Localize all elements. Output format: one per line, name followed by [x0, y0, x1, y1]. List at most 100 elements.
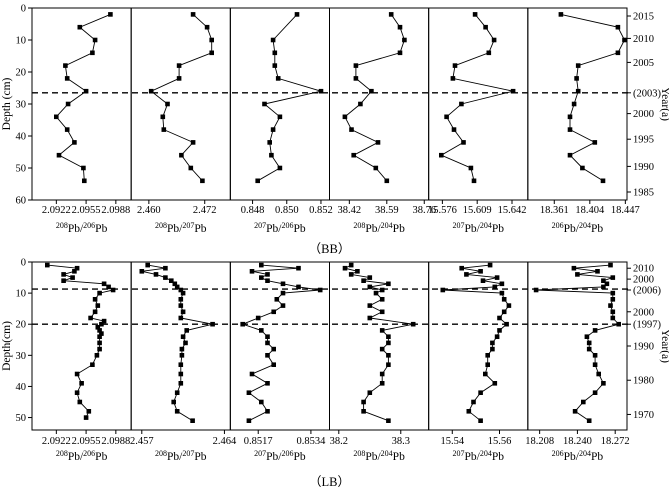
series-line — [257, 14, 323, 182]
year-tick-label: 1970 — [633, 410, 654, 421]
data-point — [610, 275, 616, 280]
year-tick-label: (1997) — [633, 320, 661, 331]
data-point — [497, 315, 502, 321]
panel-208-206: 2.0922 2.0955 2.0988 208Pb/206Pb — [31, 261, 132, 463]
data-point — [259, 399, 264, 405]
data-point — [386, 334, 391, 339]
x-label-sup-num: 206 — [552, 221, 564, 230]
data-point — [255, 178, 260, 184]
chart-lb: 01020304050Depth(cm)20102000(2006)(1997)… — [1, 258, 669, 490]
x-tick-label: 2.457 — [130, 436, 154, 447]
data-point — [294, 12, 300, 17]
data-point — [280, 303, 286, 308]
data-point — [246, 390, 252, 395]
data-point — [179, 346, 185, 352]
data-point — [610, 290, 616, 296]
x-label-pb: Pb/ — [68, 223, 84, 235]
data-point — [265, 381, 270, 386]
data-point — [270, 37, 276, 43]
x-tick-label: 2.464 — [213, 436, 237, 447]
data-point — [369, 88, 374, 94]
data-point — [483, 371, 488, 377]
data-point — [209, 50, 214, 56]
data-point — [169, 278, 174, 283]
data-point — [379, 346, 385, 352]
data-point — [610, 297, 616, 302]
data-point — [271, 309, 276, 315]
data-point — [492, 381, 498, 386]
data-point — [79, 381, 84, 386]
data-point — [99, 321, 104, 327]
data-point — [190, 140, 196, 145]
data-point — [480, 278, 486, 283]
data-point — [148, 88, 154, 94]
x-tick-label: 2.0988 — [101, 436, 130, 447]
data-point — [265, 409, 270, 414]
data-point — [171, 399, 176, 405]
x-tick-label: 0.8517 — [244, 436, 273, 447]
data-point — [386, 353, 391, 358]
panel-frame — [428, 261, 529, 431]
data-point — [280, 290, 286, 296]
data-point — [451, 127, 457, 132]
data-point — [249, 371, 255, 377]
data-point — [70, 275, 75, 280]
x-tick-label: 0.852 — [309, 205, 333, 216]
x-tick-label: 2.0955 — [72, 436, 101, 447]
data-point — [82, 178, 87, 184]
x-tick-label: 2.0922 — [42, 205, 71, 216]
data-point — [468, 165, 474, 171]
data-point — [97, 290, 102, 296]
data-point — [165, 101, 170, 107]
data-point — [145, 262, 150, 268]
x-axis-label: 207Pb/206Pb — [254, 221, 306, 235]
data-point — [262, 101, 267, 107]
x-label-sup-den: 204 — [480, 449, 492, 458]
data-point — [506, 303, 512, 308]
y-tick-label: 30 — [16, 351, 27, 362]
data-point — [178, 297, 184, 302]
y-tick-label: 20 — [16, 320, 27, 331]
year-tick-label: 2015 — [633, 12, 654, 23]
data-point — [153, 272, 159, 277]
data-point — [280, 281, 286, 287]
data-point — [510, 88, 516, 94]
data-point — [601, 381, 606, 386]
x-label-sup-num: 207 — [254, 449, 266, 458]
series-line — [440, 14, 514, 181]
x-tick-label: 2.0955 — [72, 205, 101, 216]
data-point — [54, 114, 59, 120]
data-point — [88, 315, 93, 321]
x-axis-label: 208Pb/206Pb — [56, 221, 108, 235]
x-tick-label: 15.642 — [498, 205, 527, 216]
x-label-pb: Pb — [393, 223, 405, 235]
data-point — [65, 101, 71, 107]
data-point — [386, 418, 391, 423]
x-axis-label: 206Pb/204Pb — [552, 221, 604, 235]
year-tick-label: 2000 — [633, 109, 654, 120]
data-point — [595, 269, 600, 274]
data-point — [95, 325, 101, 330]
chart-caption: （LB） — [309, 475, 350, 489]
data-point — [178, 287, 184, 293]
year-axis-label: Year(a) — [659, 329, 669, 363]
data-point — [584, 334, 590, 339]
data-point — [610, 309, 616, 315]
data-point — [478, 390, 483, 395]
data-point — [574, 76, 579, 81]
x-axis-label: 207Pb/204Pb — [453, 221, 505, 235]
data-point — [179, 353, 185, 358]
data-point — [361, 278, 366, 283]
data-point — [608, 262, 613, 268]
x-tick-label: 2.460 — [137, 205, 161, 216]
data-point — [471, 399, 476, 405]
data-point — [342, 114, 348, 120]
x-tick-label: 2.0988 — [101, 205, 130, 216]
year-tick-label: 1990 — [633, 162, 654, 173]
data-point — [567, 127, 573, 132]
x-tick-label: 2.472 — [193, 205, 217, 216]
data-point — [97, 328, 102, 333]
data-point — [172, 281, 178, 287]
chart-caption: （BB） — [309, 242, 351, 256]
